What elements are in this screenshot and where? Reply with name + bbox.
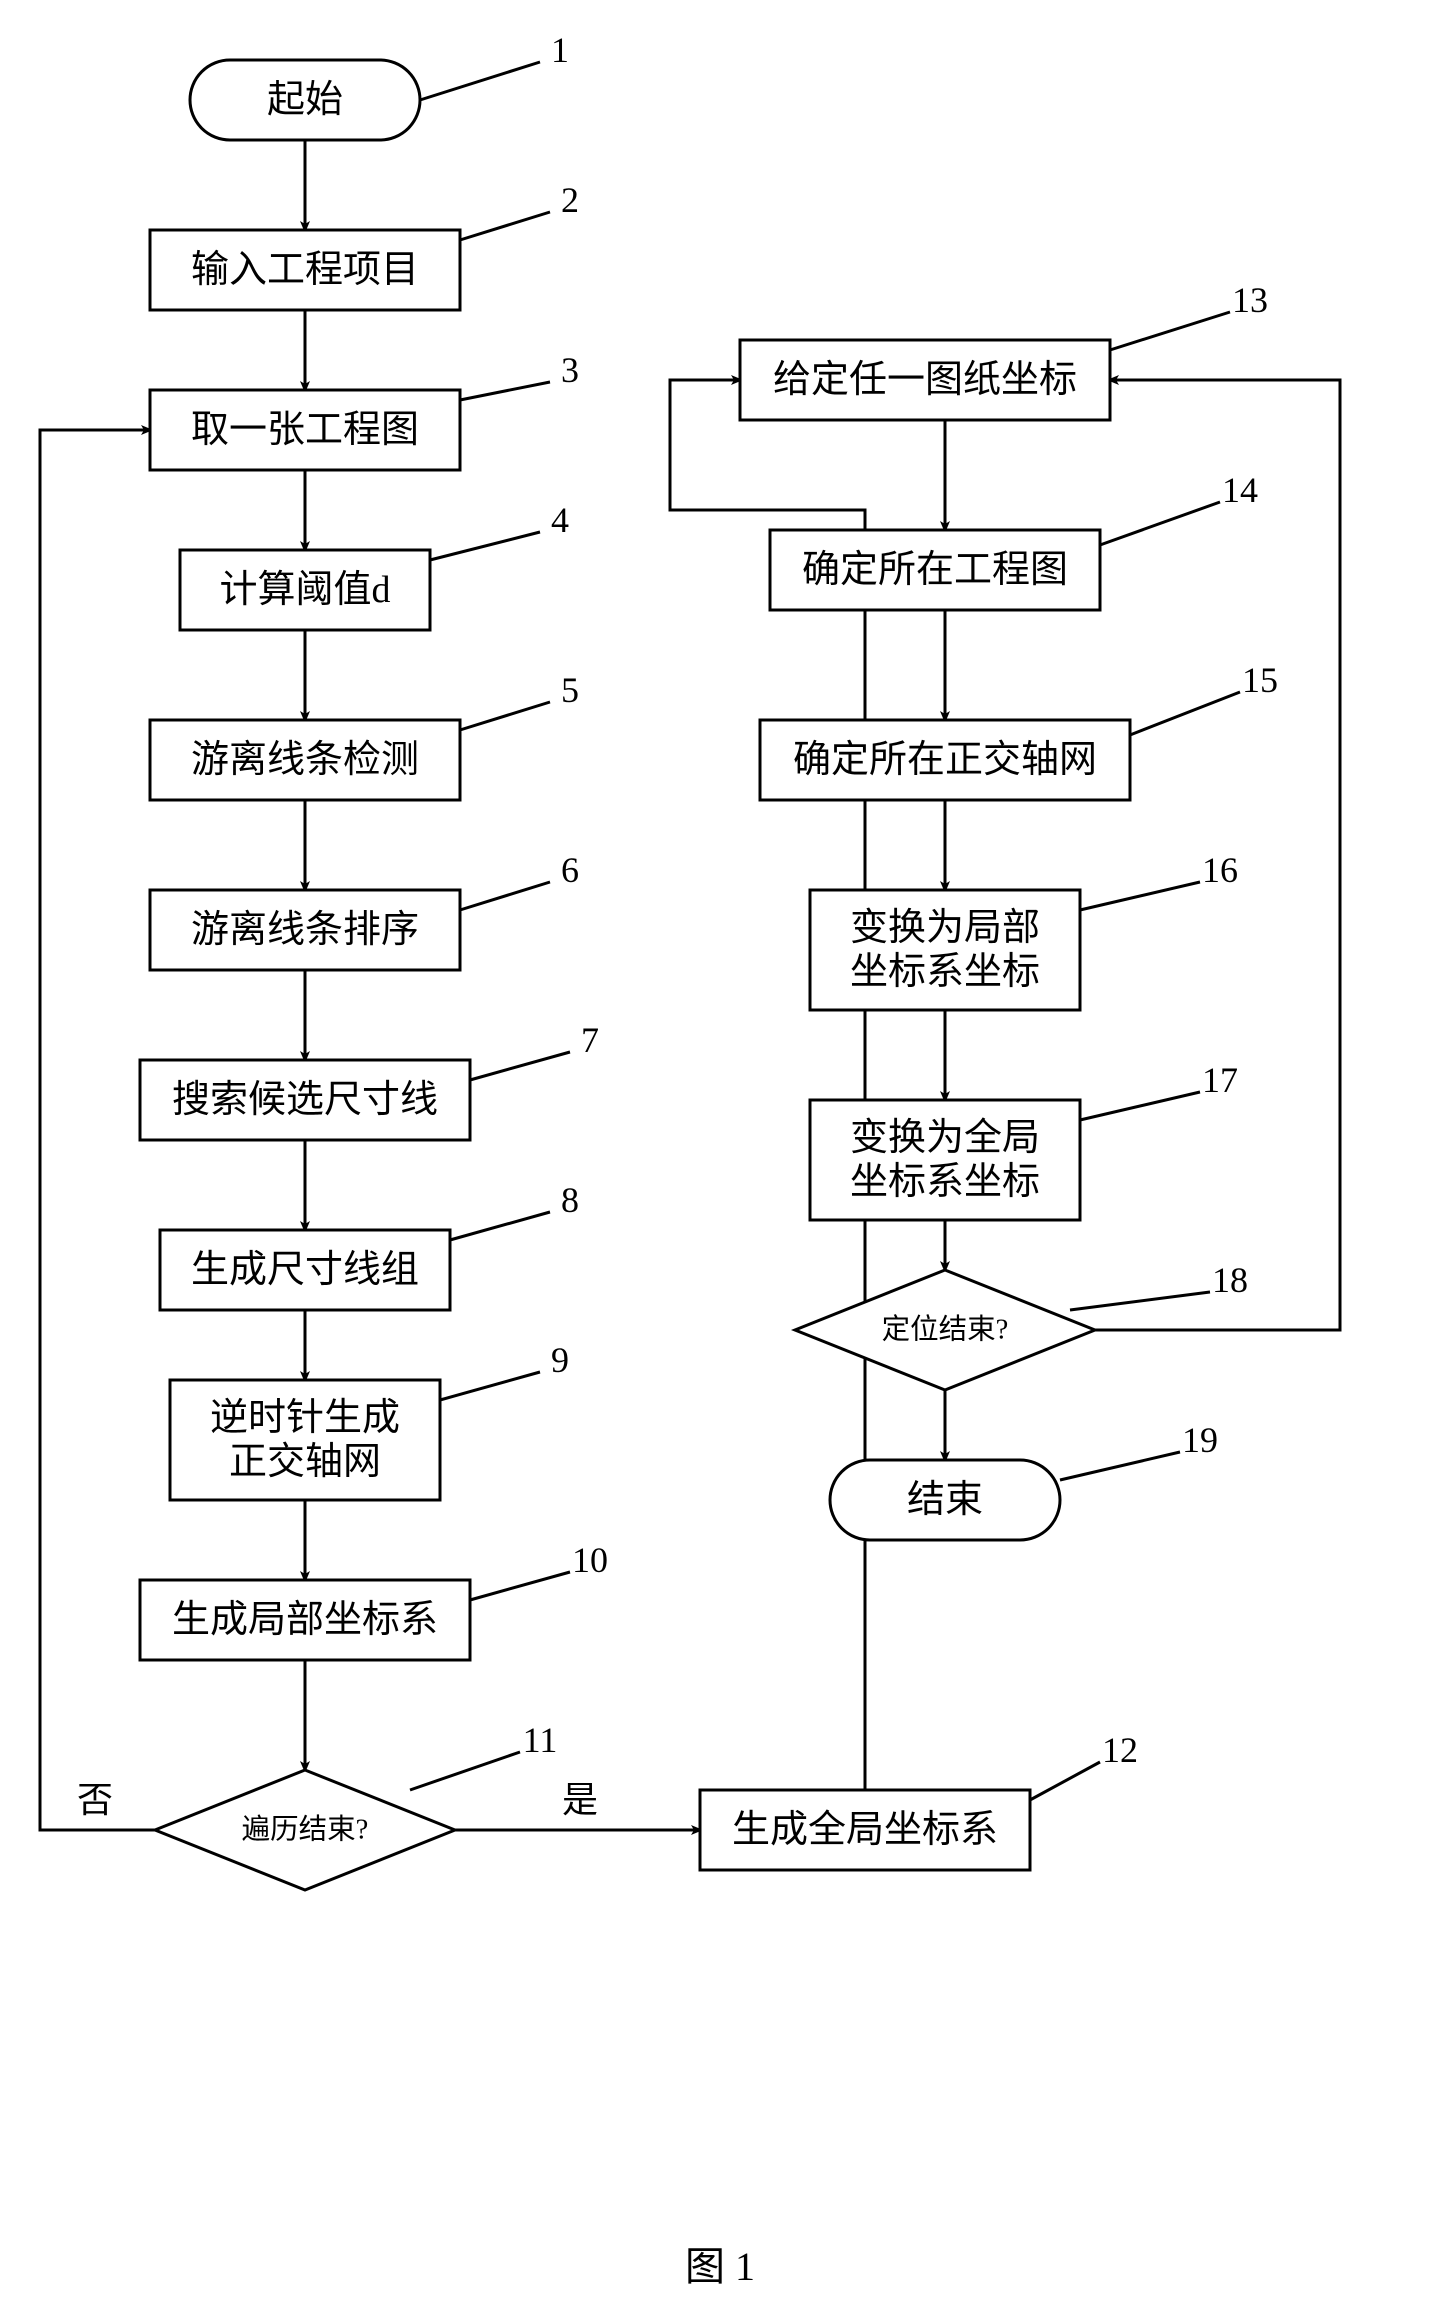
node-n14: 确定所在工程图 xyxy=(770,530,1100,610)
node-number-3: 3 xyxy=(561,350,579,390)
node-n15: 确定所在正交轴网 xyxy=(760,720,1130,800)
node-n10: 生成局部坐标系 xyxy=(140,1580,470,1660)
node-number-8: 8 xyxy=(561,1180,579,1220)
node-label: 游离线条检测 xyxy=(191,739,419,781)
node-number-5: 5 xyxy=(561,670,579,710)
callout-lead xyxy=(470,1572,570,1600)
callout-lead xyxy=(470,1052,570,1080)
node-label: 坐标系坐标 xyxy=(850,1161,1040,1203)
callout-lead xyxy=(420,62,540,100)
node-label: 输入工程项目 xyxy=(191,249,419,291)
node-n7: 搜索候选尺寸线 xyxy=(140,1060,470,1140)
node-n4: 计算阈值d xyxy=(180,550,430,630)
node-number-4: 4 xyxy=(551,500,569,540)
node-label: 定位结束? xyxy=(882,1314,1009,1346)
node-number-2: 2 xyxy=(561,180,579,220)
edge-e11_no xyxy=(40,430,155,1830)
callout-lead xyxy=(460,212,550,240)
callout-lead xyxy=(1030,1762,1100,1800)
node-label: 游离线条排序 xyxy=(191,909,419,951)
node-label: 结束 xyxy=(907,1479,983,1521)
callout-lead xyxy=(430,532,540,560)
callout-lead xyxy=(1130,692,1240,735)
node-n18: 定位结束? xyxy=(795,1270,1095,1390)
node-label: 坐标系坐标 xyxy=(850,951,1040,993)
node-label: 确定所在正交轴网 xyxy=(793,739,1097,781)
node-label: 变换为局部 xyxy=(850,907,1040,949)
node-n8: 生成尺寸线组 xyxy=(160,1230,450,1310)
node-number-10: 10 xyxy=(572,1540,608,1580)
node-label: 起始 xyxy=(267,79,343,121)
node-label: 搜索候选尺寸线 xyxy=(172,1079,438,1121)
callout-lead xyxy=(1100,502,1220,545)
node-number-18: 18 xyxy=(1212,1260,1248,1300)
node-number-9: 9 xyxy=(551,1340,569,1380)
node-number-16: 16 xyxy=(1202,850,1238,890)
node-label: 给定任一图纸坐标 xyxy=(773,359,1077,401)
node-number-17: 17 xyxy=(1202,1060,1238,1100)
figure-caption: 图 1 xyxy=(685,2244,755,2289)
node-n19: 结束 xyxy=(830,1460,1060,1540)
node-n9: 逆时针生成正交轴网 xyxy=(170,1380,440,1500)
callout-lead xyxy=(1080,1092,1200,1120)
node-label: 逆时针生成 xyxy=(210,1397,400,1439)
callout-lead xyxy=(410,1752,520,1790)
edge-label: 否 xyxy=(77,1780,113,1820)
node-n1: 起始 xyxy=(190,60,420,140)
node-n12: 生成全局坐标系 xyxy=(700,1790,1030,1870)
node-label: 生成尺寸线组 xyxy=(191,1249,419,1291)
callout-lead xyxy=(450,1212,550,1240)
node-n2: 输入工程项目 xyxy=(150,230,460,310)
node-label: 确定所在工程图 xyxy=(802,549,1068,591)
callout-lead xyxy=(1080,882,1200,910)
node-number-12: 12 xyxy=(1102,1730,1138,1770)
node-number-7: 7 xyxy=(581,1020,599,1060)
node-label: 生成全局坐标系 xyxy=(732,1809,998,1851)
callout-lead xyxy=(1060,1452,1180,1480)
node-n6: 游离线条排序 xyxy=(150,890,460,970)
node-label: 正交轴网 xyxy=(229,1441,381,1483)
callout-lead xyxy=(460,882,550,910)
node-n17: 变换为全局坐标系坐标 xyxy=(810,1100,1080,1220)
node-number-15: 15 xyxy=(1242,660,1278,700)
node-number-6: 6 xyxy=(561,850,579,890)
callout-lead xyxy=(460,382,550,400)
node-n3: 取一张工程图 xyxy=(150,390,460,470)
node-number-13: 13 xyxy=(1232,280,1268,320)
callout-lead xyxy=(460,702,550,730)
node-label: 生成局部坐标系 xyxy=(172,1599,438,1641)
callout-lead xyxy=(1070,1292,1210,1310)
node-label: 取一张工程图 xyxy=(191,409,419,451)
node-n11: 遍历结束? xyxy=(155,1770,455,1890)
callout-lead xyxy=(440,1372,540,1400)
callout-lead xyxy=(1110,312,1230,350)
edge-label: 是 xyxy=(562,1780,598,1820)
node-n13: 给定任一图纸坐标 xyxy=(740,340,1110,420)
flowchart-canvas: 否 是 起始输入工程项目取一张工程图计算阈值d 游离线条检测游离线条排序搜索候选尺寸… xyxy=(0,0,1435,2320)
node-number-11: 11 xyxy=(523,1720,558,1760)
node-number-1: 1 xyxy=(551,30,569,70)
node-n16: 变换为局部坐标系坐标 xyxy=(810,890,1080,1010)
node-n5: 游离线条检测 xyxy=(150,720,460,800)
node-label: 变换为全局 xyxy=(850,1117,1040,1159)
node-number-19: 19 xyxy=(1182,1420,1218,1460)
node-label: 遍历结束? xyxy=(242,1814,369,1846)
node-label: 计算阈值d xyxy=(219,569,390,611)
node-number-14: 14 xyxy=(1222,470,1258,510)
